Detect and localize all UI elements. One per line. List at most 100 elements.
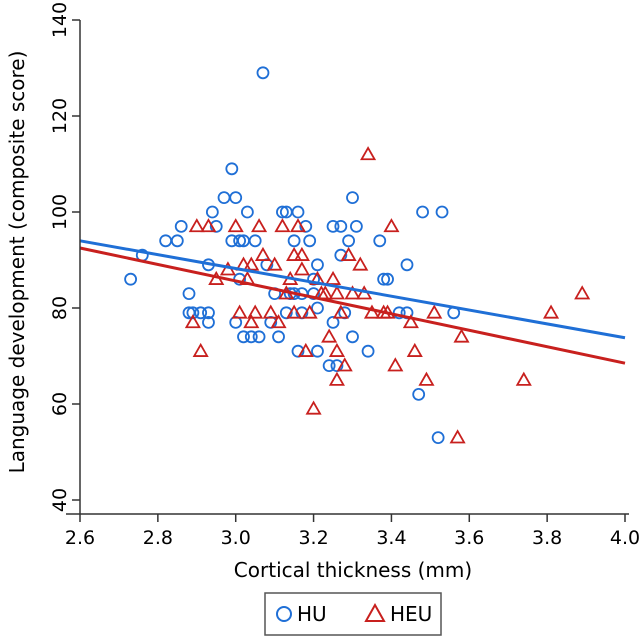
point-hu <box>205 205 219 219</box>
point-heu <box>332 304 349 319</box>
legend-box <box>264 592 442 636</box>
point-heu <box>352 256 369 271</box>
point-heu <box>227 218 244 233</box>
axes: 2.6 2.8 3.0 3.2 3.4 3.6 3.8 4.0 40 60 80 100 120 140 <box>49 2 640 549</box>
point-hu <box>217 191 231 205</box>
point-heu <box>418 371 435 386</box>
plot-area <box>79 66 626 445</box>
point-hu <box>326 219 340 233</box>
point-heu <box>328 342 345 357</box>
point-heu <box>293 246 310 261</box>
point-hu <box>412 387 426 401</box>
point-hu <box>272 330 285 344</box>
point-hu <box>229 191 243 205</box>
point-hu <box>303 234 317 248</box>
legend: HU HEU <box>264 592 442 636</box>
point-hu <box>361 344 375 358</box>
point-heu <box>251 218 268 233</box>
point-heu <box>188 218 205 233</box>
point-heu <box>286 246 303 261</box>
x-tick-label: 3.8 <box>532 527 562 549</box>
point-heu <box>328 285 345 300</box>
point-hu <box>170 234 184 248</box>
point-heu <box>270 314 287 329</box>
point-heu <box>231 304 248 319</box>
point-heu <box>515 371 532 386</box>
point-hu <box>334 219 348 233</box>
point-hu <box>377 272 391 286</box>
point-hu <box>182 287 196 301</box>
point-heu <box>305 400 322 415</box>
point-heu <box>328 371 345 386</box>
point-heu <box>293 261 310 276</box>
point-heu <box>286 304 303 319</box>
point-hu <box>244 330 258 344</box>
point-hu <box>159 234 173 248</box>
y-tick-label: 80 <box>49 296 71 320</box>
y-tick-label: 120 <box>49 98 71 134</box>
point-heu <box>383 218 400 233</box>
point-heu <box>200 218 217 233</box>
point-heu <box>324 270 342 285</box>
point-heu <box>289 218 307 233</box>
point-hu <box>237 330 250 344</box>
point-hu <box>256 66 270 80</box>
x-axis-title: Cortical thickness (mm) <box>234 558 472 582</box>
point-heu <box>574 285 591 300</box>
point-hu <box>225 162 239 176</box>
point-heu <box>184 314 201 329</box>
x-tick-label: 3.6 <box>454 527 484 549</box>
point-hu <box>435 205 449 219</box>
point-heu <box>406 342 423 357</box>
legend-heu-marker <box>364 602 386 622</box>
fit-line-hu <box>79 239 626 340</box>
point-heu <box>344 285 361 300</box>
point-hu <box>202 306 215 320</box>
point-heu <box>274 218 291 233</box>
point-hu <box>287 234 301 248</box>
point-heu <box>247 304 264 319</box>
point-hu <box>311 301 324 315</box>
point-hu <box>416 205 429 219</box>
x-tick-label: 4.0 <box>610 527 640 549</box>
point-heu <box>336 357 353 372</box>
y-tick-label: 100 <box>49 194 71 230</box>
y-tick-label: 40 <box>49 488 71 512</box>
point-heu <box>387 357 404 372</box>
point-heu <box>266 256 283 271</box>
point-heu <box>542 304 560 319</box>
point-hu <box>186 306 200 320</box>
legend-hu-label: HU <box>297 602 327 626</box>
point-heu <box>301 304 318 319</box>
fit-line-heu <box>79 246 626 365</box>
point-hu <box>291 205 305 219</box>
point-hu <box>233 234 247 248</box>
point-hu <box>342 234 356 248</box>
point-hu <box>248 234 262 248</box>
legend-hu-marker <box>276 606 292 622</box>
x-tick-label: 2.8 <box>143 527 173 549</box>
x-tick-label: 2.6 <box>65 527 95 549</box>
point-hu <box>381 272 394 286</box>
point-hu <box>124 272 138 286</box>
point-hu <box>311 344 324 358</box>
point-hu <box>431 431 445 445</box>
y-tick-label: 60 <box>49 392 71 416</box>
point-hu <box>322 359 336 373</box>
point-hu <box>202 315 215 329</box>
point-hu <box>346 330 359 344</box>
point-heu <box>297 342 314 357</box>
x-tick-label: 3.2 <box>298 527 328 549</box>
point-heu <box>254 246 272 261</box>
point-heu <box>402 314 419 329</box>
point-hu <box>194 306 208 320</box>
point-hu <box>349 219 363 233</box>
point-heu <box>243 256 260 271</box>
point-hu <box>346 191 359 205</box>
point-heu <box>243 314 260 329</box>
point-heu <box>340 246 357 261</box>
y-tick-label: 140 <box>49 2 71 38</box>
point-heu <box>453 328 470 343</box>
x-tick-label: 3.0 <box>221 527 251 549</box>
